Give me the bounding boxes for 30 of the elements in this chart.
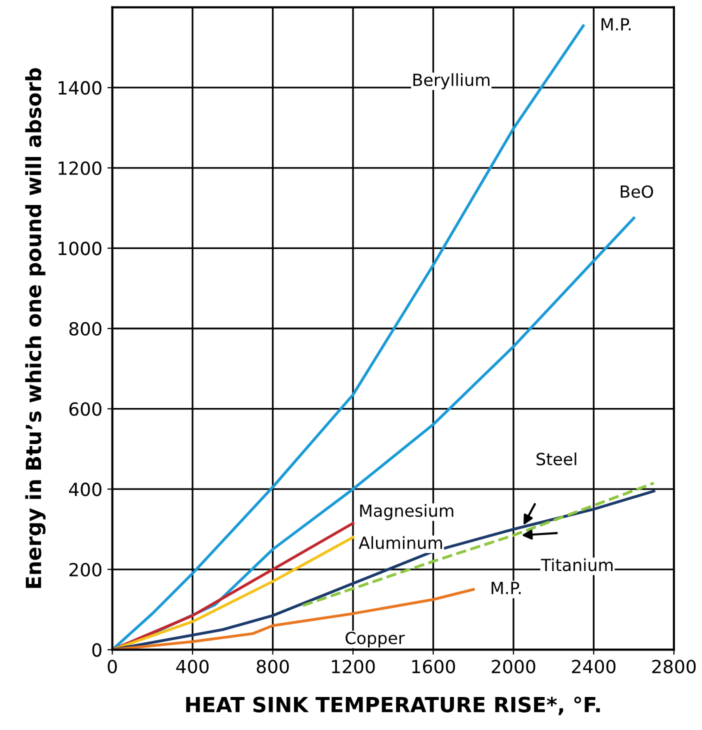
y-tick-label: 600 (69, 402, 102, 416)
x-tick-label: 2400 (572, 660, 616, 674)
x-axis-title: HEAT SINK TEMPERATURE RISE*, °F. (186, 696, 600, 716)
y-tick-label: 400 (69, 482, 102, 496)
x-tick-label: 1600 (412, 660, 456, 674)
y-tick-label: 200 (69, 562, 102, 577)
y-tick-label: 1400 (58, 81, 102, 95)
x-tick-label: 2800 (652, 660, 696, 674)
y-tick-label: 1000 (58, 242, 102, 256)
annotation: M.P. (492, 582, 521, 594)
y-tick-label: 0 (92, 643, 102, 657)
x-tick-label: 400 (176, 660, 209, 674)
text: Beryllium (413, 73, 490, 90)
x-tick-label: 800 (256, 660, 289, 674)
series-label: Magnesium (360, 504, 454, 520)
annotation: M.P. (602, 18, 631, 30)
line-series (112, 588, 475, 650)
series-label: Aluminum (358, 536, 442, 550)
line-series (112, 490, 656, 650)
y-tick-label: 800 (69, 322, 102, 336)
x-tick-label: 0 (108, 660, 117, 674)
series-label: BeO (620, 185, 654, 198)
text: Steel (536, 452, 576, 466)
x-tick-label: 2000 (492, 660, 536, 674)
line-series (301, 482, 656, 607)
series-label: Copper (346, 632, 405, 648)
y-tick-label: 1200 (58, 161, 102, 176)
y-axis-title: Energy in Btu’s which one pound will absorb (25, 68, 46, 588)
x-tick-label: 1200 (332, 660, 375, 674)
series-label: Titanium (540, 558, 613, 572)
